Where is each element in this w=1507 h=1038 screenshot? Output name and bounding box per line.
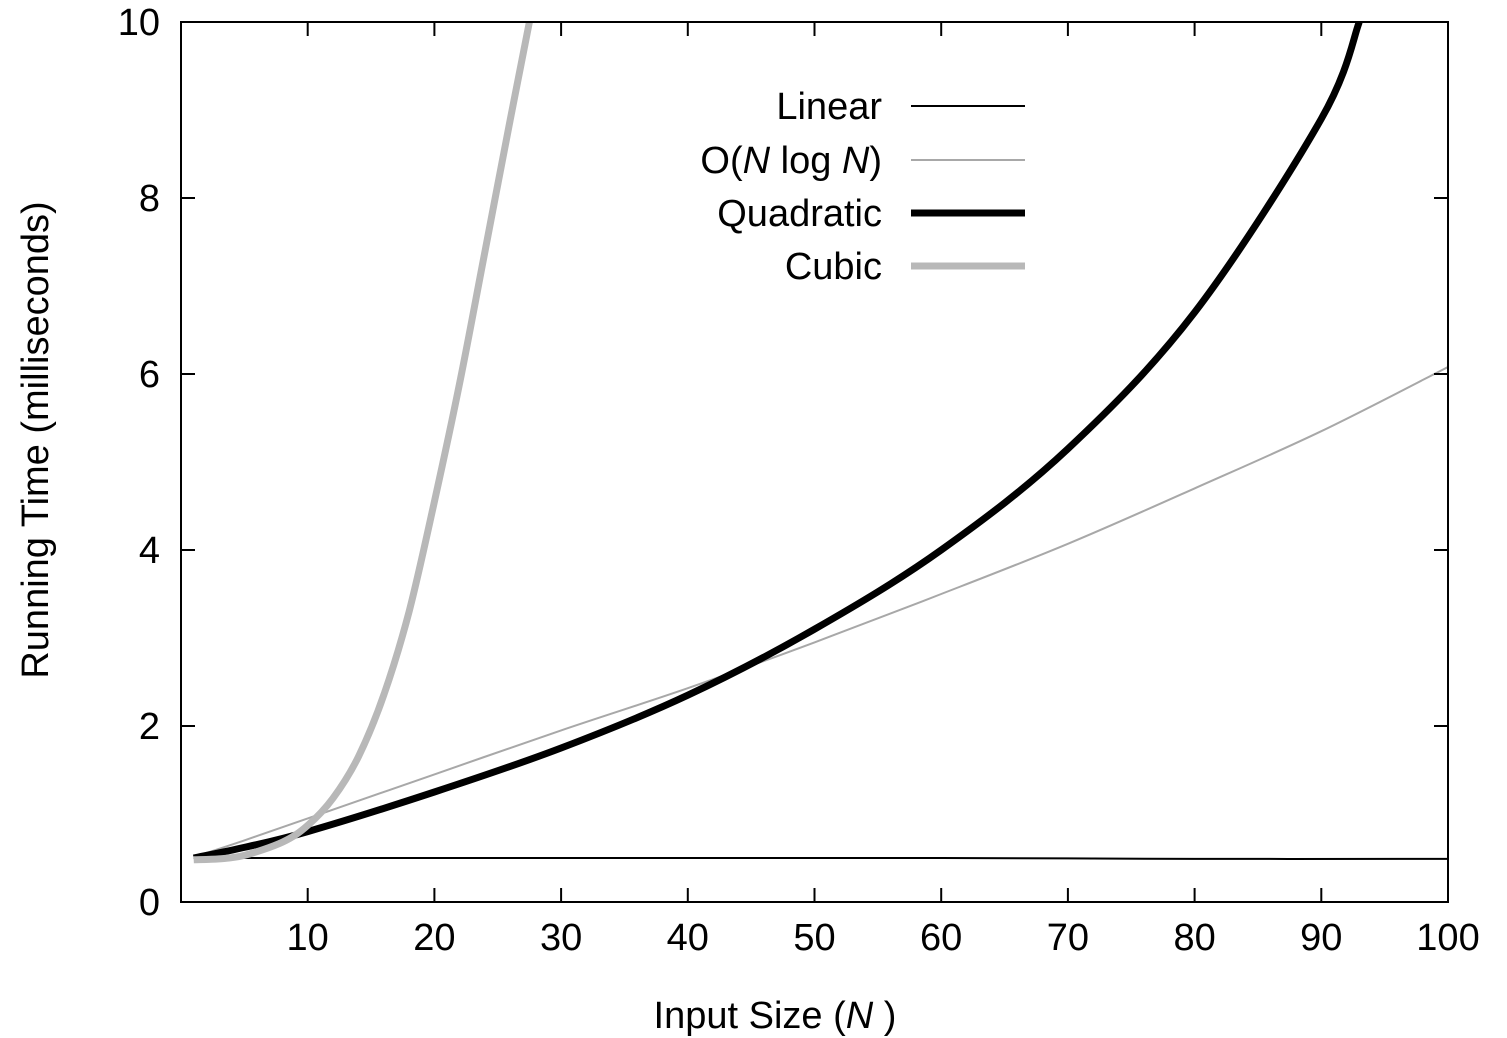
y-tick-label: 0 [139,882,160,924]
x-tick-labels: 10 20 30 40 50 60 70 80 90 100 [287,917,1480,959]
legend: Linear O(N log N) Quadratic Cubic [700,86,1025,288]
x-axis-label-text: Input Size ( [654,995,847,1037]
x-tick-label: 50 [793,917,835,959]
x-tick-label: 80 [1173,917,1215,959]
x-tick-label: 20 [413,917,455,959]
series-line-cubic [193,22,533,864]
legend-label-linear: Linear [776,86,882,128]
y-tick-label: 6 [139,354,160,396]
x-axis-label-suffix: ) [873,995,896,1037]
series-line-linear [193,856,1448,860]
y-axis-label: Running Time (milliseconds) [15,201,57,678]
legend-label-o-n-log-n: O(N log N) [700,140,882,182]
x-tick-label: 100 [1416,917,1479,959]
y-tick-label: 8 [139,178,160,220]
axis-ticks [181,21,1449,903]
x-axis-label-var: N [846,995,874,1037]
x-axis-label: Input Size (N ) [654,995,897,1037]
x-tick-label: 10 [287,917,329,959]
x-tick-label: 40 [667,917,709,959]
x-tick-label: 60 [920,917,962,959]
x-tick-label: 70 [1047,917,1089,959]
y-tick-labels: 0 2 4 6 8 10 [118,2,160,924]
x-tick-label: 90 [1300,917,1342,959]
plot-series [192,22,1448,864]
x-tick-label: 30 [540,917,582,959]
legend-label-cubic: Cubic [785,246,882,288]
legend-label-quadratic: Quadratic [717,193,882,235]
y-tick-label: 10 [118,2,160,44]
y-tick-label: 2 [139,706,160,748]
y-tick-label: 4 [139,530,160,572]
series-line-quadratic [192,22,1363,862]
series-line-o-n-log-n [193,366,1448,859]
